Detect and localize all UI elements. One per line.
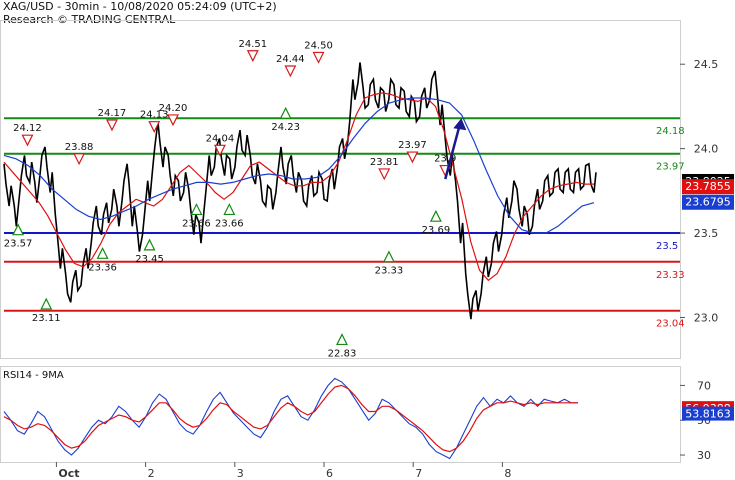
peak-label: 23.97 — [398, 140, 427, 151]
peak-marker — [284, 65, 297, 78]
peak-marker — [378, 168, 391, 181]
price-value-box-label: 23.7855 — [685, 180, 731, 193]
trough-label: 23.57 — [4, 239, 33, 250]
trough-marker — [40, 297, 53, 310]
peak-marker — [73, 153, 86, 166]
chart-title: XAG/USD - 30min - 10/08/2020 05:24:09 (U… — [3, 0, 277, 13]
peak-marker — [213, 144, 226, 157]
trough-label: 23.66 — [215, 218, 244, 229]
price-panel-frame — [0, 20, 681, 359]
x-tick-label: 2 — [148, 467, 155, 480]
price-y-tick-label: 24.5 — [694, 58, 719, 71]
x-tick-label: 6 — [326, 467, 333, 480]
peak-label: 23.81 — [370, 157, 399, 168]
peak-label: 24.50 — [304, 40, 333, 51]
trough-label: 23.66 — [182, 218, 211, 229]
rsi-y-tick-label: 30 — [697, 449, 711, 462]
peak-marker — [406, 151, 419, 164]
peak-label: 24.17 — [98, 108, 127, 119]
peak-marker — [148, 121, 161, 134]
peak-label: 23.88 — [65, 142, 94, 153]
trough-marker — [279, 106, 292, 119]
rsi-panel-frame — [0, 366, 681, 463]
level-label: 23.04 — [656, 319, 685, 330]
level-label: 23.97 — [656, 162, 685, 173]
ma-slow-line — [3, 97, 595, 234]
peak-marker — [246, 50, 259, 63]
peak-label: 24.13 — [140, 110, 169, 121]
price-y-tick-label: 23.0 — [694, 311, 719, 324]
chart-source: Research © TRADING CENTRAL — [3, 13, 176, 26]
ma-fast-line — [3, 92, 594, 282]
projection-arrow-head — [453, 118, 467, 131]
level-label: 24.18 — [656, 126, 685, 137]
trough-label: 22.83 — [328, 348, 357, 359]
price-y-tick-label: 24.0 — [694, 143, 719, 156]
x-tick-label: 8 — [504, 467, 511, 480]
rsi-value-box-label: 53.8163 — [685, 408, 731, 421]
trough-marker — [12, 223, 25, 236]
rsi-y-tick-label: 70 — [697, 379, 711, 392]
peak-label: 23.9 — [434, 154, 456, 165]
x-tick-label: Oct — [58, 467, 79, 480]
peak-marker — [21, 134, 34, 147]
trough-marker — [382, 250, 395, 263]
trough-label: 23.69 — [422, 225, 451, 236]
level-label: 23.5 — [656, 241, 678, 252]
peak-marker — [312, 51, 325, 64]
peak-label: 24.20 — [159, 103, 188, 114]
price-value-box-label: 23.6795 — [685, 196, 731, 209]
trough-marker — [96, 246, 109, 259]
trough-label: 24.23 — [271, 122, 300, 133]
trough-marker — [143, 238, 156, 251]
projection-arrow-shaft — [444, 125, 461, 180]
peak-label: 24.04 — [206, 133, 235, 144]
trough-label: 23.33 — [375, 266, 404, 277]
rsi-value-box — [682, 406, 734, 421]
rsi-ma-line — [3, 384, 578, 453]
trough-label: 23.11 — [32, 313, 61, 324]
rsi-panel-title: RSI14 - 9MA — [3, 370, 64, 381]
trough-marker — [336, 333, 348, 346]
trough-marker — [223, 203, 236, 216]
peak-label: 24.51 — [238, 39, 267, 50]
x-tick-label: 3 — [237, 467, 244, 480]
price-value-box — [682, 179, 734, 195]
trough-label: 23.36 — [88, 262, 117, 273]
price-series-line — [3, 62, 597, 320]
trough-label: 23.45 — [135, 254, 164, 265]
peak-marker — [106, 119, 118, 132]
price-y-tick-label: 23.5 — [694, 227, 719, 240]
peak-label: 24.12 — [13, 123, 42, 134]
trough-marker — [190, 203, 203, 216]
level-label: 23.33 — [656, 270, 685, 281]
price-value-box — [682, 194, 734, 210]
trough-marker — [429, 209, 442, 222]
peak-label: 24.44 — [276, 54, 305, 65]
peak-marker — [167, 114, 179, 127]
x-tick-label: 7 — [415, 467, 422, 480]
rsi-line — [3, 377, 578, 460]
